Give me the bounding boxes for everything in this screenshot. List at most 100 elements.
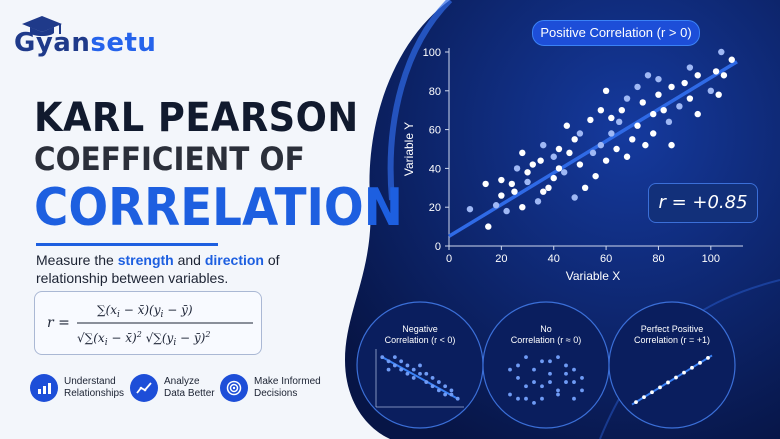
data-point [592,172,599,180]
data-point [550,153,557,160]
bar-chart-icon [30,374,58,402]
data-point [587,116,594,124]
y-tick-label: 80 [429,86,441,98]
data-point [639,99,646,106]
mini-data-point [532,400,536,405]
mini-data-point [443,384,448,389]
data-point [555,145,563,153]
pearson-formula: r = ∑(xi − x̄)(yi − ȳ) √∑(xi − x̄)2 √∑(y… [34,291,262,355]
mini-data-point [658,385,662,390]
svg-text:∑(xi − x̄)(yi − ȳ): ∑(xi − x̄)(yi − ȳ) [97,303,193,320]
mini-data-point [508,392,512,397]
data-point [508,180,516,188]
feature-analyze: Analyze Data Better [130,374,224,402]
mini-data-point [449,388,454,393]
y-tick-label: 40 [429,163,441,175]
data-point [676,103,683,110]
mini-data-point [564,371,568,376]
mini-data-point [380,355,385,360]
mini-data-point [540,384,544,389]
data-point [503,207,510,215]
mini-data-point [524,355,528,360]
mini-data-point [564,380,568,384]
data-point [650,110,657,118]
data-point [540,141,547,149]
y-axis-label: Variable Y [402,122,416,176]
mini-data-point [436,388,441,393]
data-point [482,180,489,188]
mini-data-point [424,380,429,384]
mini-data-point [424,371,429,376]
mini-data-point [572,380,576,384]
mini-chart-title: Correlation (r < 0) [385,335,456,345]
mini-data-point [666,380,670,385]
mini-data-point [405,371,410,376]
mini-data-point [580,376,584,380]
data-point [634,83,641,91]
mini-data-point [674,375,678,380]
data-point [561,169,568,176]
x-tick-label: 20 [495,253,507,265]
data-point [618,107,625,114]
mini-chart-circle [482,301,610,429]
data-point [513,165,521,172]
data-point [576,161,584,168]
y-tick-label: 60 [429,125,441,137]
data-point [566,149,573,157]
data-point [665,118,673,126]
data-point [715,91,722,98]
mini-data-point [399,359,404,364]
data-point [498,192,505,199]
mini-data-point [411,376,416,380]
mini-data-point [392,355,397,360]
mini-data-point [516,376,520,380]
mini-data-point [548,359,552,364]
data-point [563,122,571,129]
mini-data-point [556,392,560,397]
mini-data-point [399,367,404,372]
svg-text:√∑(xi − x̄)2 √∑(yi − ȳ)2: √∑(xi − x̄)2 √∑(yi − ȳ)2 [77,330,210,348]
data-point [644,72,652,79]
y-tick-label: 100 [423,47,441,59]
data-point [534,198,542,205]
data-point [686,64,694,71]
mini-data-point [698,360,702,365]
data-point [608,130,615,137]
data-point [655,91,662,98]
y-tick-label: 20 [429,202,441,214]
description: Measure the strength and direction of re… [36,252,280,286]
x-tick-label: 40 [548,253,560,265]
mini-data-point [436,380,441,384]
brand-name: Gyansetu [14,28,157,58]
mini-data-point [706,356,710,360]
data-point [613,145,620,153]
mini-data-point [564,363,568,368]
data-point [589,149,597,157]
data-point [524,178,531,186]
data-point [466,205,474,213]
mini-data-point [690,365,694,370]
data-point [608,114,615,122]
data-point [668,83,675,91]
analyze-chart-icon [130,374,158,402]
mini-data-point [524,396,528,401]
data-point [712,68,720,75]
data-point [581,184,589,191]
data-point [602,157,610,164]
mini-data-point [682,370,686,375]
mini-data-point [548,380,552,384]
x-tick-label: 60 [600,253,612,265]
title-line2: COEFFICIENT OF [34,140,305,178]
mini-data-point [556,355,560,360]
target-icon [220,374,248,402]
y-tick-label: 0 [435,241,441,253]
mini-data-point [516,363,520,368]
data-point [597,141,605,149]
data-point [720,72,728,79]
mini-data-point [650,390,654,395]
mini-data-point [516,396,520,401]
data-point [629,136,636,143]
data-point [540,188,547,195]
data-point [623,95,631,102]
data-point [668,141,675,149]
